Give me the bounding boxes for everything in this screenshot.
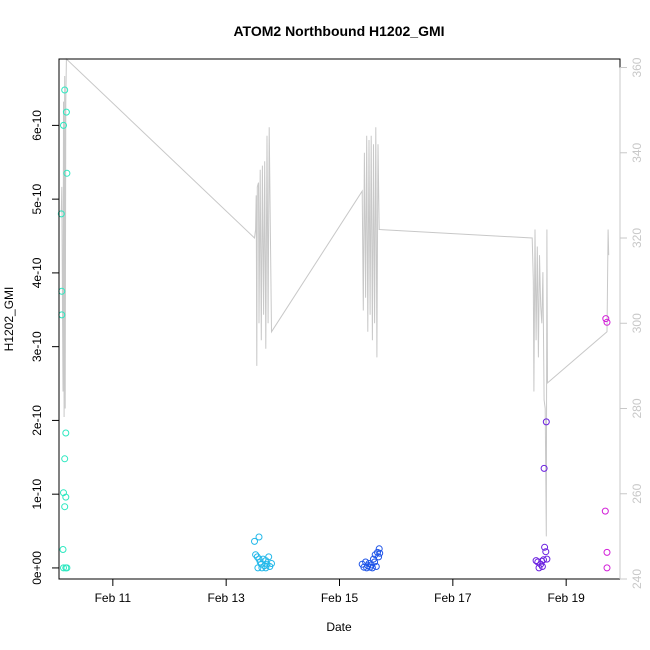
- x-tick-label: Feb 15: [321, 591, 359, 605]
- data-point: [601, 507, 609, 515]
- data-point: [538, 563, 546, 570]
- y-tick-label: 1e-10: [30, 479, 44, 510]
- data-point: [62, 108, 70, 116]
- y-axis-label: H1202_GMI: [2, 287, 16, 352]
- y2-tick-label: 300: [630, 313, 644, 333]
- y-tick-label: 4e-10: [30, 257, 44, 288]
- x-tick-label: Feb 13: [207, 591, 245, 605]
- data-point: [603, 564, 611, 572]
- data-point: [252, 551, 260, 559]
- y-tick-label: 6e-10: [30, 110, 44, 141]
- data-point: [535, 564, 543, 572]
- data-point: [268, 560, 275, 567]
- y-tick-label: 5e-10: [30, 183, 44, 214]
- data-point: [540, 556, 547, 564]
- y2-tick-label: 240: [630, 569, 644, 589]
- data-point: [375, 553, 383, 561]
- x-axis-label: Date: [326, 620, 352, 634]
- data-point: [542, 418, 550, 426]
- data-point: [251, 537, 258, 545]
- data-point: [61, 503, 69, 511]
- x-tick-label: Feb 11: [95, 591, 132, 605]
- y2-tick-label: 320: [630, 228, 644, 248]
- x-tick-label: Feb 17: [434, 591, 472, 605]
- data-point: [375, 545, 383, 553]
- y2-tick-label: 360: [630, 57, 644, 77]
- plot-points: [57, 86, 611, 572]
- data-point: [542, 548, 550, 556]
- data-point: [254, 564, 262, 572]
- data-point: [62, 493, 70, 501]
- data-point: [63, 169, 71, 177]
- y2-tick-label: 280: [630, 398, 644, 418]
- series-line: [60, 57, 610, 537]
- y-tick-label: 0e+00: [30, 551, 44, 585]
- data-point: [603, 548, 611, 556]
- y-tick-label: 2e-10: [30, 405, 44, 436]
- data-point: [60, 121, 67, 129]
- x-tick-label: Feb 19: [547, 591, 585, 605]
- plot-lines: [60, 57, 610, 537]
- data-point: [368, 564, 376, 572]
- data-point: [603, 318, 611, 326]
- y-axis: 0e+00 1e-10 2e-10 3e-10 4e-10 5e-10 6e-10: [30, 110, 59, 585]
- y-tick-label: 3e-10: [30, 331, 44, 362]
- data-point: [59, 546, 67, 553]
- data-point: [62, 429, 70, 437]
- data-point: [372, 563, 380, 570]
- data-point: [60, 564, 67, 572]
- data-point: [61, 455, 69, 463]
- data-point: [540, 464, 548, 472]
- data-point: [371, 558, 379, 566]
- data-point: [61, 86, 69, 94]
- data-point: [265, 553, 273, 561]
- data-point: [543, 555, 551, 563]
- data-point: [57, 210, 65, 218]
- data-point: [258, 564, 266, 572]
- data-point: [541, 543, 549, 551]
- y2-axis: 240 260 280 300 320 340 360: [619, 57, 644, 589]
- data-point: [376, 549, 384, 557]
- x-axis: Feb 11 Feb 13 Feb 15 Feb 17 Feb 19: [95, 579, 585, 605]
- chart-title: ATOM2 Northbound H1202_GMI: [233, 23, 444, 39]
- y2-tick-label: 340: [630, 142, 644, 162]
- data-point: [63, 564, 71, 572]
- data-point: [255, 533, 263, 541]
- data-point: [262, 564, 270, 572]
- y2-tick-label: 260: [630, 483, 644, 503]
- data-point: [602, 315, 610, 323]
